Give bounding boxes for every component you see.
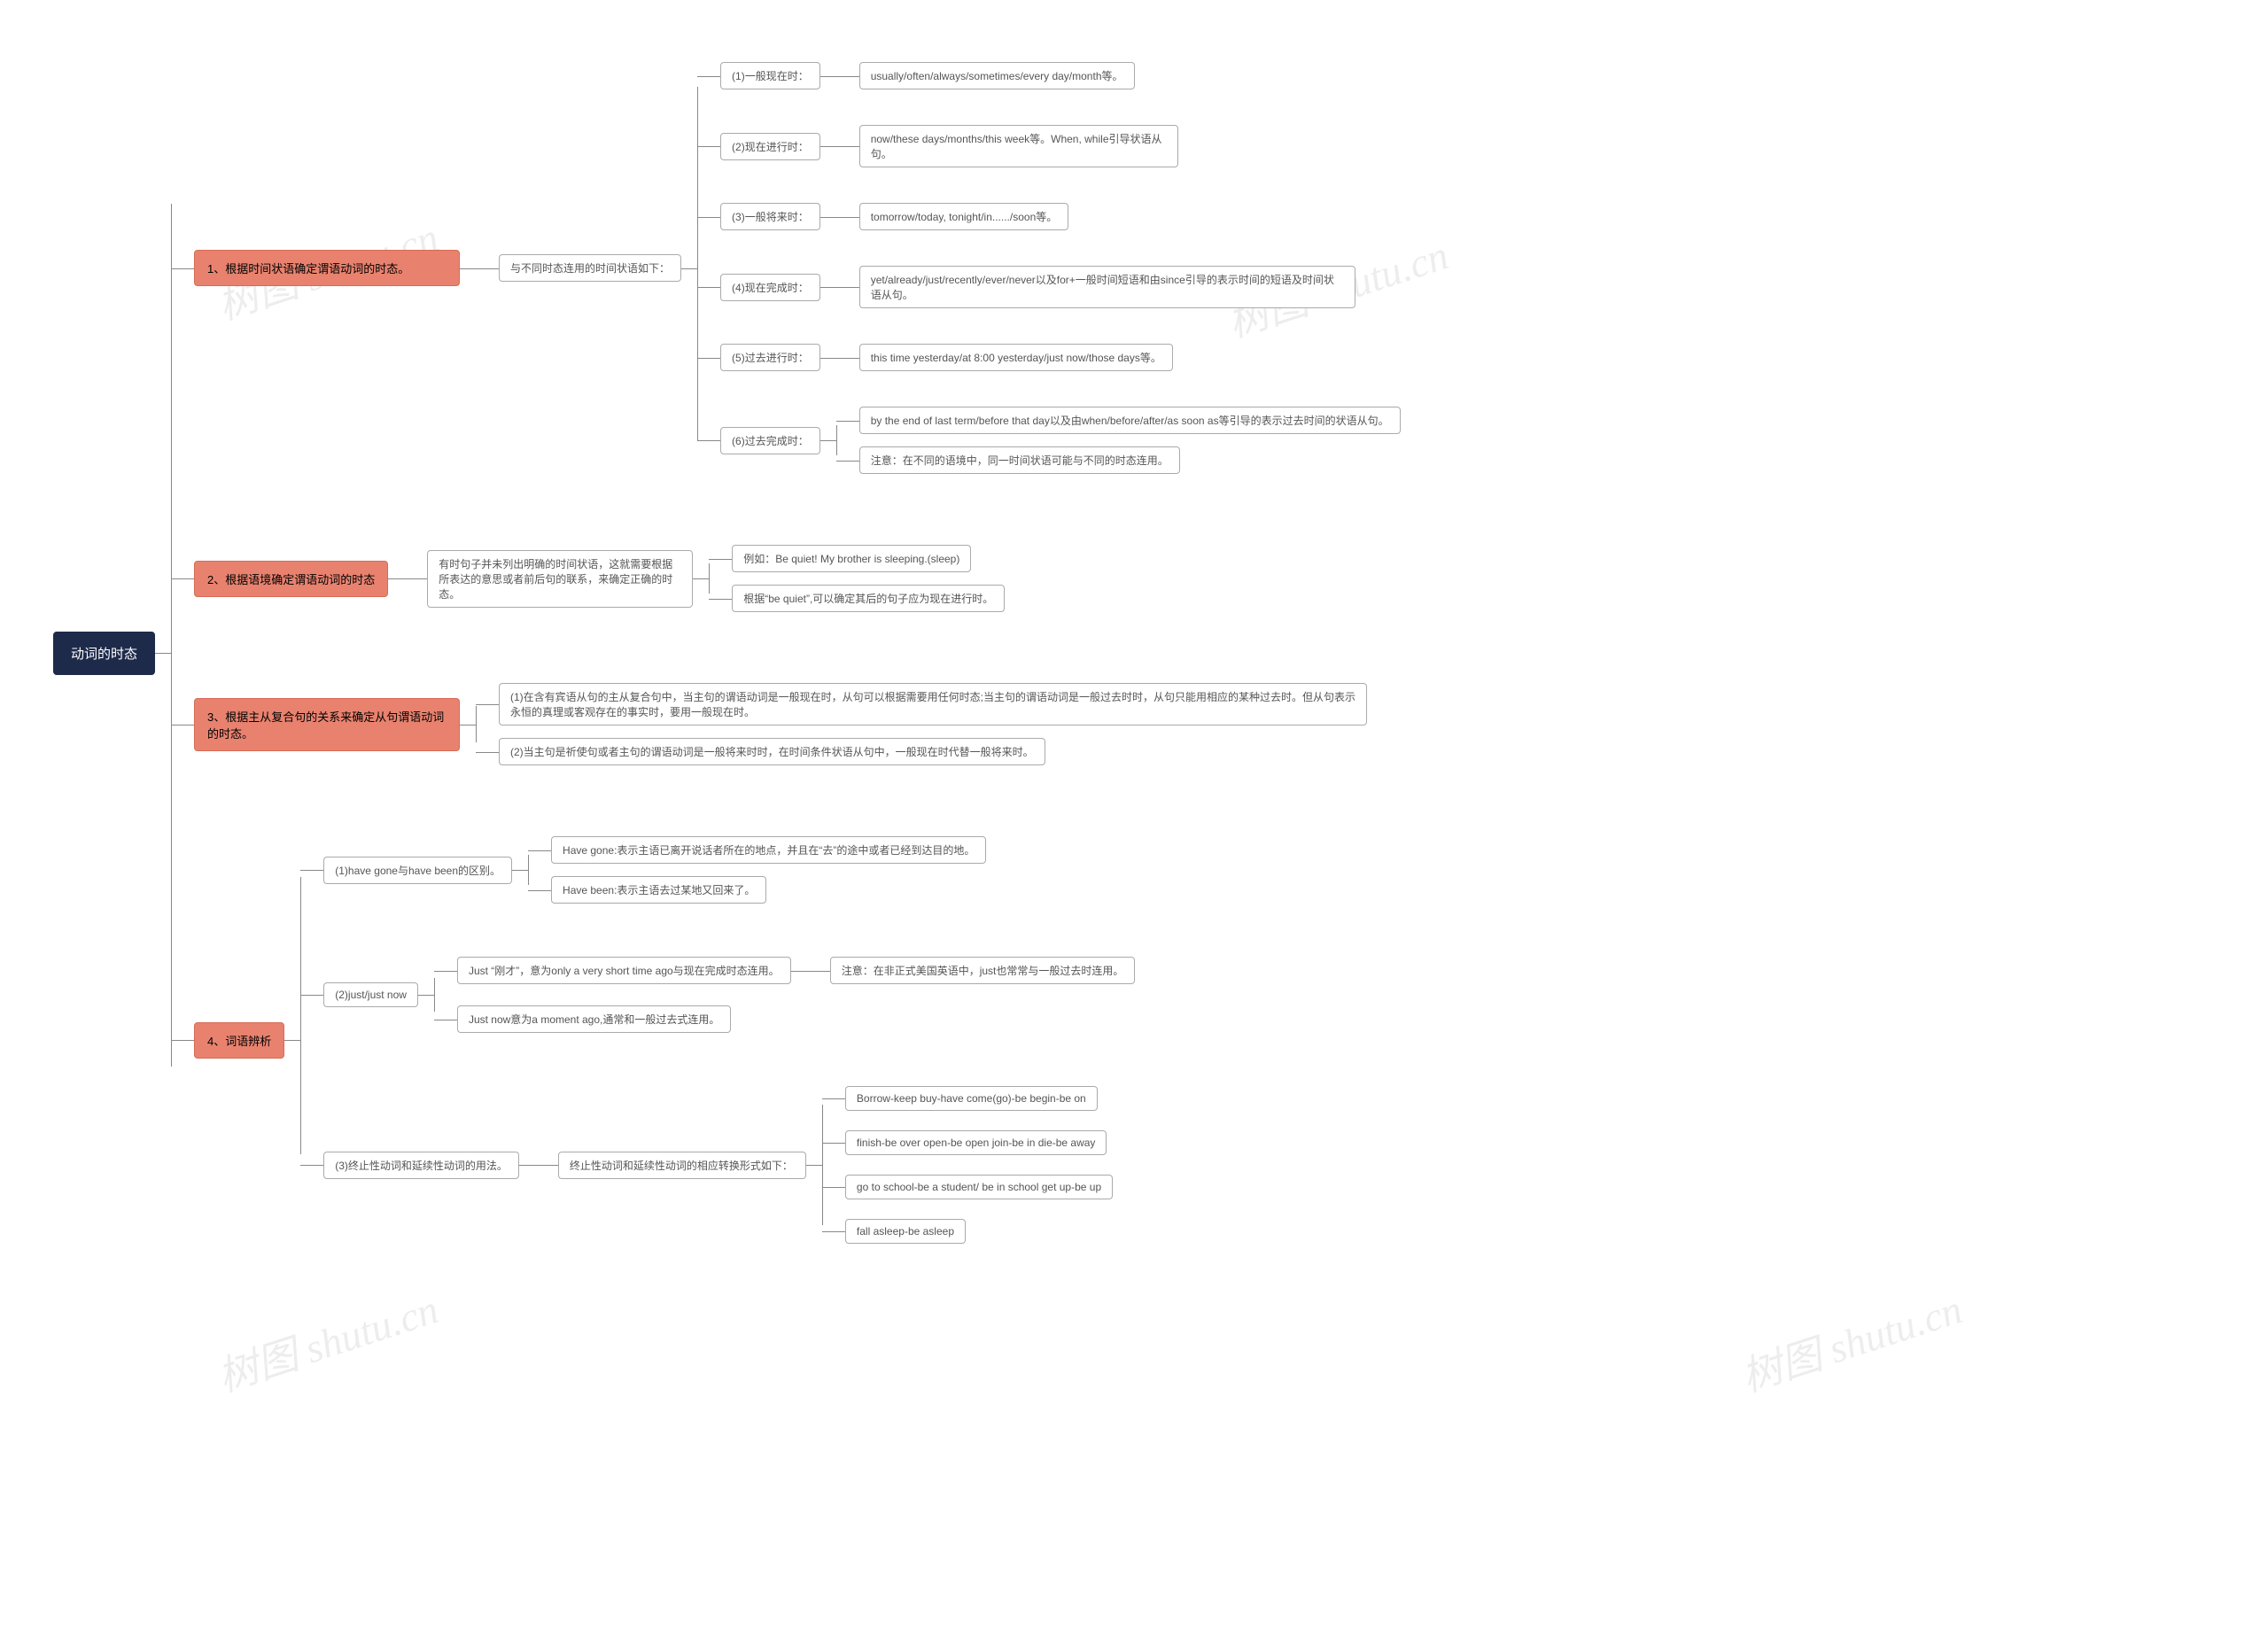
s1-tenses: (1)一般现在时： usually/often/always/sometimes… <box>720 62 1401 474</box>
tense-label: (6)过去完成时： <box>720 427 820 454</box>
connector <box>820 266 859 308</box>
tense-label: (3)一般将来时： <box>720 203 820 230</box>
t6-children: by the end of last term/before that day以… <box>859 407 1401 474</box>
tense-note: 注意：在不同的语境中，同一时间状语可能与不同的时态连用。 <box>859 446 1180 474</box>
tense-desc: yet/already/just/recently/ever/never以及fo… <box>859 266 1355 308</box>
connector <box>820 344 859 371</box>
watermark: 树图 shutu.cn <box>209 1277 445 1404</box>
tense-label: (5)过去进行时： <box>720 344 820 371</box>
connector <box>284 836 323 1244</box>
watermark: 树图 shutu.cn <box>1733 1277 1969 1404</box>
rule-line: (1)在含有宾语从句的主从复合句中，当主句的谓语动词是一般现在时，从句可以根据需… <box>499 683 1367 726</box>
s4-p2-label: (2)just/just now <box>323 982 418 1007</box>
conversion-row: Borrow-keep buy-have come(go)-be begin-b… <box>845 1086 1098 1111</box>
section-3: 3、根据主从复合句的关系来确定从句谓语动词的时态。 <box>194 698 460 751</box>
note-line: 注意：在非正式美国英语中，just也常常与一般过去时连用。 <box>830 957 1136 984</box>
s1-bridge: 与不同时态连用的时间状语如下： <box>499 254 681 282</box>
connector <box>693 545 732 612</box>
section-4: 4、词语辨析 <box>194 1022 284 1059</box>
tense-desc: usually/often/always/sometimes/every day… <box>859 62 1135 89</box>
s1-bridge-wrap: 与不同时态连用的时间状语如下： (1)一般现在时： usually/often/… <box>499 62 1401 474</box>
connector <box>820 203 859 230</box>
connector <box>820 125 859 167</box>
definition-line: Have been:表示主语去过某地又回来了。 <box>551 876 766 904</box>
root-children: 1、根据时间状语确定谓语动词的时态。 与不同时态连用的时间状语如下： (1)一般… <box>194 62 1401 1244</box>
definition-line: Have gone:表示主语已离开说话者所在的地点，并且在“去”的途中或者已经到… <box>551 836 986 864</box>
tense-label: (4)现在完成时： <box>720 274 820 301</box>
conversion-row: finish-be over open-be open join-be in d… <box>845 1130 1107 1155</box>
definition-line: Just “刚才”，意为only a very short time ago与现… <box>457 957 791 984</box>
connector <box>681 62 720 474</box>
section-2: 2、根据语境确定谓语动词的时态 <box>194 561 388 597</box>
tense-desc: this time yesterday/at 8:00 yesterday/ju… <box>859 344 1173 371</box>
conversion-row: go to school-be a student/ be in school … <box>845 1175 1113 1199</box>
example-line: 例如：Be quiet! My brother is sleeping.(sle… <box>732 545 971 572</box>
tense-label: (1)一般现在时： <box>720 62 820 89</box>
connector <box>512 836 551 904</box>
s4-parts: (1)have gone与have been的区别。 Have gone:表示主… <box>323 836 1135 1244</box>
root-node: 动词的时态 <box>53 632 155 675</box>
tense-label: (2)现在进行时： <box>720 133 820 160</box>
connector <box>460 683 499 765</box>
rule-line: (2)当主句是祈使句或者主句的谓语动词是一般将来时时，在时间条件状语从句中，一般… <box>499 738 1045 765</box>
s4-p3-bridge: 终止性动词和延续性动词的相应转换形式如下： <box>558 1152 806 1179</box>
s4-p3-label: (3)终止性动词和延续性动词的用法。 <box>323 1152 519 1179</box>
conversion-row: fall asleep-be asleep <box>845 1219 966 1244</box>
s4-p1-label: (1)have gone与have been的区别。 <box>323 857 512 884</box>
mindmap-container: 动词的时态 1、根据时间状语确定谓语动词的时态。 与不同时态连用的时间状语如下：… <box>53 62 2241 1244</box>
tense-desc: now/these days/months/this week等。When, w… <box>859 125 1178 167</box>
example-line: 根据“be quiet”,可以确定其后的句子应为现在进行时。 <box>732 585 1005 612</box>
connector <box>820 407 859 474</box>
s2-bridge: 有时句子并未列出明确的时间状语，这就需要根据所表达的意思或者前后句的联系，来确定… <box>427 550 693 608</box>
connector <box>388 545 427 612</box>
section-1: 1、根据时间状语确定谓语动词的时态。 <box>194 250 460 286</box>
connector <box>418 957 457 1033</box>
s3-lines: (1)在含有宾语从句的主从复合句中，当主句的谓语动词是一般现在时，从句可以根据需… <box>499 683 1367 765</box>
tense-desc: tomorrow/today, tonight/in....../soon等。 <box>859 203 1069 230</box>
connector <box>820 62 859 89</box>
connector <box>155 62 194 1244</box>
s2-lines: 例如：Be quiet! My brother is sleeping.(sle… <box>732 545 1005 612</box>
tense-desc: by the end of last term/before that day以… <box>859 407 1401 434</box>
connector <box>460 62 499 474</box>
definition-line: Just now意为a moment ago,通常和一般过去式连用。 <box>457 1005 731 1033</box>
connector <box>519 1086 558 1244</box>
connector <box>806 1086 845 1244</box>
connector <box>791 957 830 984</box>
